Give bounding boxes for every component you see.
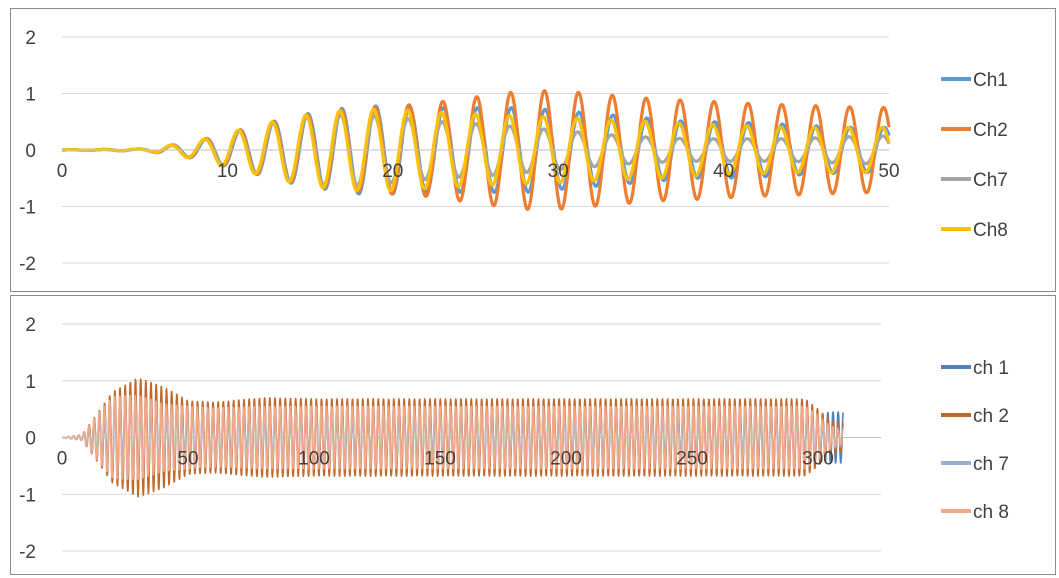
legend-label: ch 1 [973, 358, 1009, 379]
series-line-ch8 [60, 107, 891, 193]
legend-label: Ch1 [973, 70, 1008, 91]
y-tick-label: 1 [25, 85, 36, 106]
line-chart-bottom: 2 1 0 -1 -2 0 50 100 150 200 250 300 ch 1 ch 2 ch 7 ch … [19, 315, 1009, 563]
x-tick-label: 20 [382, 161, 403, 182]
x-tick-label: 200 [550, 449, 582, 470]
y-tick-label: 0 [25, 141, 36, 162]
x-tick-label: 150 [424, 449, 456, 470]
x-tick-label: 50 [878, 161, 899, 182]
legend-label: Ch2 [973, 120, 1008, 141]
x-tick-label: 10 [217, 161, 238, 182]
legend-label: ch 2 [973, 406, 1009, 427]
legend-label: Ch8 [973, 220, 1008, 241]
x-tick-label: 30 [548, 161, 569, 182]
y-tick-label: -1 [19, 485, 36, 506]
x-tick-label: 40 [713, 161, 734, 182]
legend-label: ch 8 [973, 502, 1009, 523]
y-tick-label: -2 [19, 254, 36, 275]
x-tick-label: 0 [57, 161, 68, 182]
y-tick-label: 2 [25, 315, 36, 336]
chart-panel-top: 2 1 0 -1 -2 0 10 20 30 40 50 Ch1 Ch2 Ch7 Ch8 [10, 8, 1056, 292]
chart-panel-bottom: 2 1 0 -1 -2 0 50 100 150 200 250 300 ch 1 ch 2 ch 7 ch … [10, 295, 1056, 575]
x-tick-label: 100 [298, 449, 330, 470]
y-tick-label: -2 [19, 542, 36, 563]
y-tick-label: 0 [25, 429, 36, 450]
x-tick-label: 50 [177, 449, 198, 470]
x-tick-label: 0 [57, 449, 68, 470]
legend-label: ch 7 [973, 454, 1009, 475]
series-line-ch8 [61, 394, 844, 481]
y-tick-label: -1 [19, 198, 36, 219]
y-tick-label: 1 [25, 372, 36, 393]
legend-label: Ch7 [973, 170, 1008, 191]
x-tick-label: 250 [676, 449, 708, 470]
x-tick-label: 300 [802, 449, 834, 470]
y-tick-label: 2 [25, 28, 36, 49]
